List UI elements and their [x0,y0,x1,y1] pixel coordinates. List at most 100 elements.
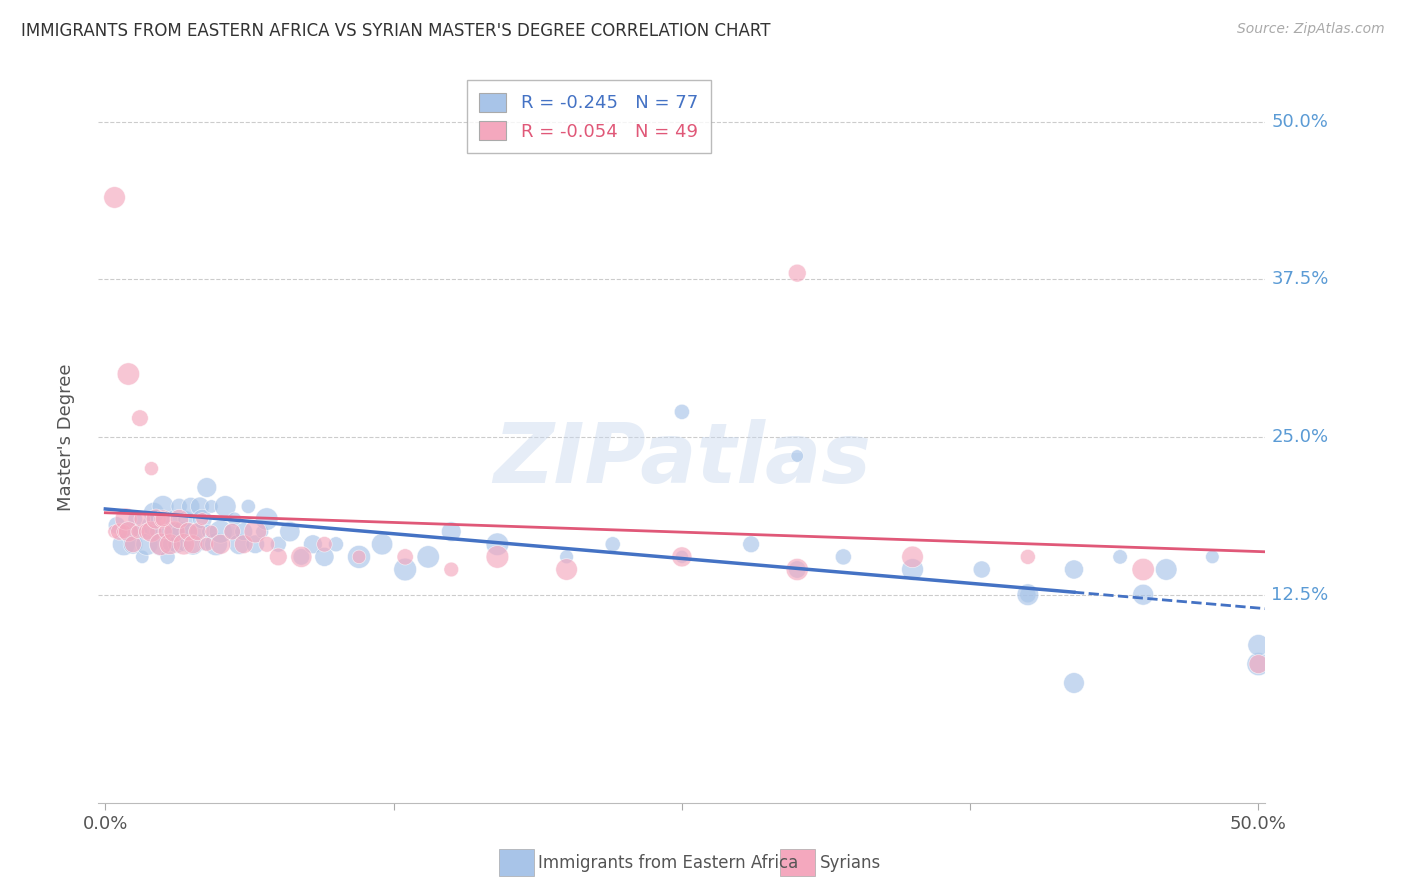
Point [112,537,135,551]
Point [177,524,200,539]
Point [786,562,808,576]
Point [160,512,183,526]
Point [155,524,177,539]
Point [131,512,153,526]
Point [167,512,190,526]
Point [256,537,278,551]
Point [163,524,186,539]
Point [278,524,301,539]
Point [267,549,290,564]
Point [440,562,463,576]
Point [170,524,193,539]
Point [671,405,693,419]
Point [214,500,236,514]
Point [200,524,222,539]
Point [440,524,463,539]
Point [173,537,195,551]
Point [127,524,149,539]
Text: Syrians: Syrians [820,854,882,871]
Point [135,537,157,551]
Point [1247,638,1270,652]
Text: 25.0%: 25.0% [1271,428,1329,446]
Point [1063,676,1085,690]
Point [103,190,125,204]
Point [1132,562,1154,576]
Point [103,524,125,539]
Point [174,512,197,526]
Point [117,367,139,381]
Point [181,537,204,551]
Point [228,537,250,551]
Point [901,549,924,564]
Point [149,537,172,551]
Point [141,461,163,475]
Point [209,537,232,551]
Point [1154,562,1177,576]
Point [159,537,181,551]
Point [555,562,578,576]
Point [1017,588,1039,602]
Point [1132,588,1154,602]
Text: IMMIGRANTS FROM EASTERN AFRICA VS SYRIAN MASTER'S DEGREE CORRELATION CHART: IMMIGRANTS FROM EASTERN AFRICA VS SYRIAN… [21,22,770,40]
Point [786,449,808,463]
Point [1109,549,1132,564]
Y-axis label: Master's Degree: Master's Degree [56,363,75,511]
Point [238,500,260,514]
Point [232,524,254,539]
Point [141,524,163,539]
Point [221,524,243,539]
Point [152,512,174,526]
Point [177,524,200,539]
Point [191,512,214,526]
Point [486,549,509,564]
Point [152,512,174,526]
Point [173,537,195,551]
Point [232,537,254,551]
Point [191,512,214,526]
Point [166,537,188,551]
Point [245,524,267,539]
Point [156,549,179,564]
Point [145,524,167,539]
Point [115,512,138,526]
Point [131,549,153,564]
Point [325,537,347,551]
Point [159,537,181,551]
Point [193,537,215,551]
Point [245,537,267,551]
Point [145,512,167,526]
Point [187,524,209,539]
Point [122,537,145,551]
Text: 12.5%: 12.5% [1271,586,1329,604]
Point [290,549,312,564]
Point [188,500,211,514]
Point [267,537,290,551]
Point [394,549,416,564]
Point [117,524,139,539]
Point [671,549,693,564]
Text: Immigrants from Eastern Africa: Immigrants from Eastern Africa [538,854,799,871]
Point [671,549,693,564]
Point [302,537,325,551]
Point [1017,549,1039,564]
Point [1247,657,1270,671]
Point [108,524,131,539]
Point [786,266,808,280]
Point [141,518,163,533]
Point [1017,588,1039,602]
Point [1294,562,1316,576]
Point [347,549,370,564]
Point [1201,549,1223,564]
Point [555,549,578,564]
Point [901,562,924,576]
Point [394,562,416,576]
Point [155,524,177,539]
Point [122,537,145,551]
Point [221,524,243,539]
Point [152,500,174,514]
Point [314,537,336,551]
Point [970,562,993,576]
Point [112,524,135,539]
Point [195,537,218,551]
Point [135,524,157,539]
